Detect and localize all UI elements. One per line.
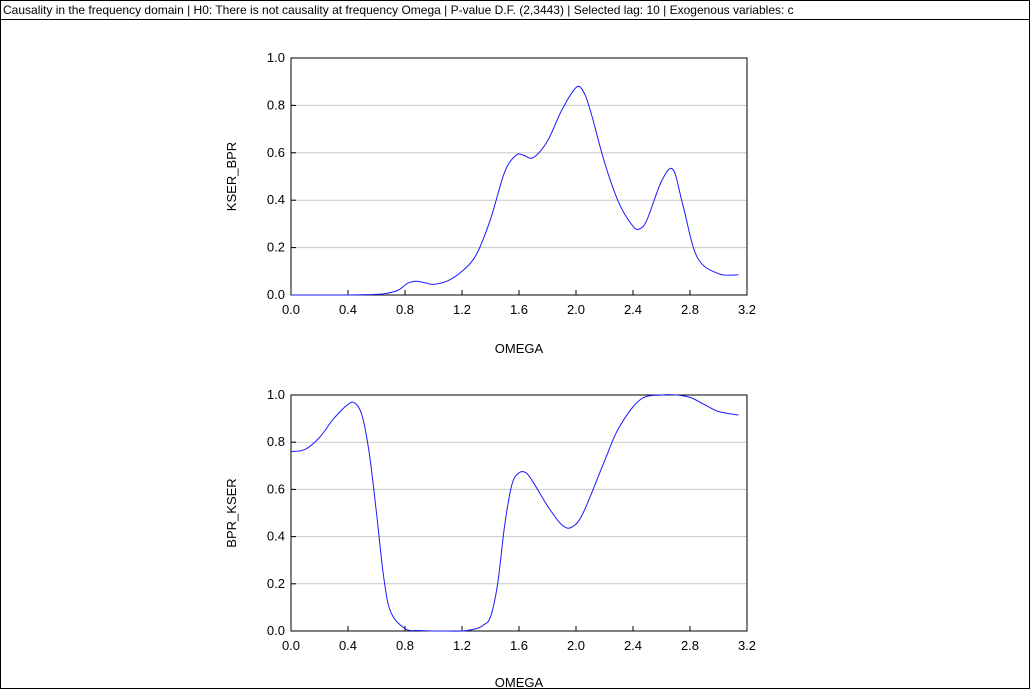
x-tick-label-2: 0.8 <box>396 638 414 653</box>
y-tick-label-0: 0.0 <box>267 287 285 302</box>
x-tick-label-1: 0.4 <box>339 302 357 317</box>
y-tick-label-2: 0.4 <box>267 192 285 207</box>
x-tick-label-6: 2.4 <box>624 302 642 317</box>
x-tick-label-1: 0.4 <box>339 638 357 653</box>
y-tick-label-0: 0.0 <box>267 623 285 638</box>
x-tick-label-3: 1.2 <box>453 302 471 317</box>
x-tick-label-0: 0.0 <box>282 638 300 653</box>
x-tick-label-6: 2.4 <box>624 638 642 653</box>
x-tick-label-2: 0.8 <box>396 302 414 317</box>
x-tick-label-5: 2.0 <box>567 302 585 317</box>
series-line-1 <box>290 85 739 296</box>
y-tick-label-4: 0.8 <box>267 434 285 449</box>
y-tick-label-5: 1.0 <box>267 50 285 65</box>
x-tick-label-4: 1.6 <box>510 302 528 317</box>
x-tick-label-3: 1.2 <box>453 638 471 653</box>
y-tick-label-4: 0.8 <box>267 97 285 112</box>
y-tick-label-1: 0.2 <box>267 240 285 255</box>
chart-panel-1: 0.0 0.4 0.8 1.2 1.6 2.0 2.4 2.8 3.2 0.0 0.2 0.4 0.6 0… <box>224 50 756 356</box>
plot-area <box>291 395 747 631</box>
plot-area <box>291 58 747 295</box>
y-tick-label-3: 0.6 <box>267 145 285 160</box>
x-tick-label-5: 2.0 <box>567 638 585 653</box>
chart-panel-2: 0.0 0.4 0.8 1.2 1.6 2.0 2.4 2.8 3.2 0.0 0.2 0.4 0.6 0… <box>224 387 756 689</box>
x-tick-label-7: 2.8 <box>681 302 699 317</box>
y-tick-label-2: 0.4 <box>267 529 285 544</box>
y-axis-label: BPR_KSER <box>224 478 239 547</box>
title-bar: Causality in the frequency domain | H0: … <box>1 1 1029 20</box>
x-tick-label-7: 2.8 <box>681 638 699 653</box>
x-axis-label: OMEGA <box>495 675 544 689</box>
y-tick-label-3: 0.6 <box>267 481 285 496</box>
x-tick-label-8: 3.2 <box>738 302 756 317</box>
x-axis-label: OMEGA <box>495 341 544 356</box>
y-axis-label: KSER_BPR <box>224 142 239 211</box>
x-tick-label-0: 0.0 <box>282 302 300 317</box>
series-line-1 <box>290 394 739 632</box>
x-tick-label-8: 3.2 <box>738 638 756 653</box>
y-tick-label-5: 1.0 <box>267 387 285 402</box>
chart-title: Causality in the frequency domain | H0: … <box>3 3 794 17</box>
x-tick-label-4: 1.6 <box>510 638 528 653</box>
y-tick-label-1: 0.2 <box>267 576 285 591</box>
